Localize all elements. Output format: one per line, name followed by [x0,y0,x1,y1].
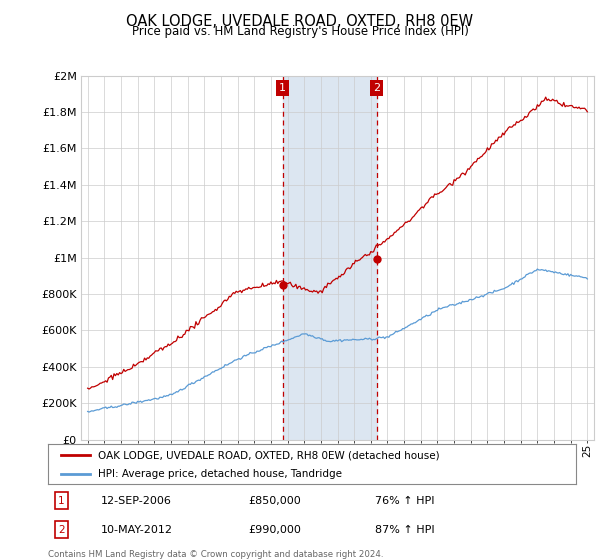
Text: 2: 2 [58,525,65,535]
Text: OAK LODGE, UVEDALE ROAD, OXTED, RH8 0EW: OAK LODGE, UVEDALE ROAD, OXTED, RH8 0EW [127,14,473,29]
Text: 2: 2 [373,83,380,94]
Text: 10-MAY-2012: 10-MAY-2012 [101,525,173,535]
Text: OAK LODGE, UVEDALE ROAD, OXTED, RH8 0EW (detached house): OAK LODGE, UVEDALE ROAD, OXTED, RH8 0EW … [98,450,440,460]
Text: £850,000: £850,000 [248,496,301,506]
Text: 1: 1 [279,83,286,94]
Text: 12-SEP-2006: 12-SEP-2006 [101,496,172,506]
Text: 76% ↑ HPI: 76% ↑ HPI [376,496,435,506]
Text: £990,000: £990,000 [248,525,302,535]
Text: 1: 1 [58,496,65,506]
Text: 87% ↑ HPI: 87% ↑ HPI [376,525,435,535]
Bar [283,76,377,440]
Text: Contains HM Land Registry data © Crown copyright and database right 2024.
This d: Contains HM Land Registry data © Crown c… [48,550,383,560]
Text: HPI: Average price, detached house, Tandridge: HPI: Average price, detached house, Tand… [98,469,342,479]
Text: Price paid vs. HM Land Registry's House Price Index (HPI): Price paid vs. HM Land Registry's House … [131,25,469,38]
